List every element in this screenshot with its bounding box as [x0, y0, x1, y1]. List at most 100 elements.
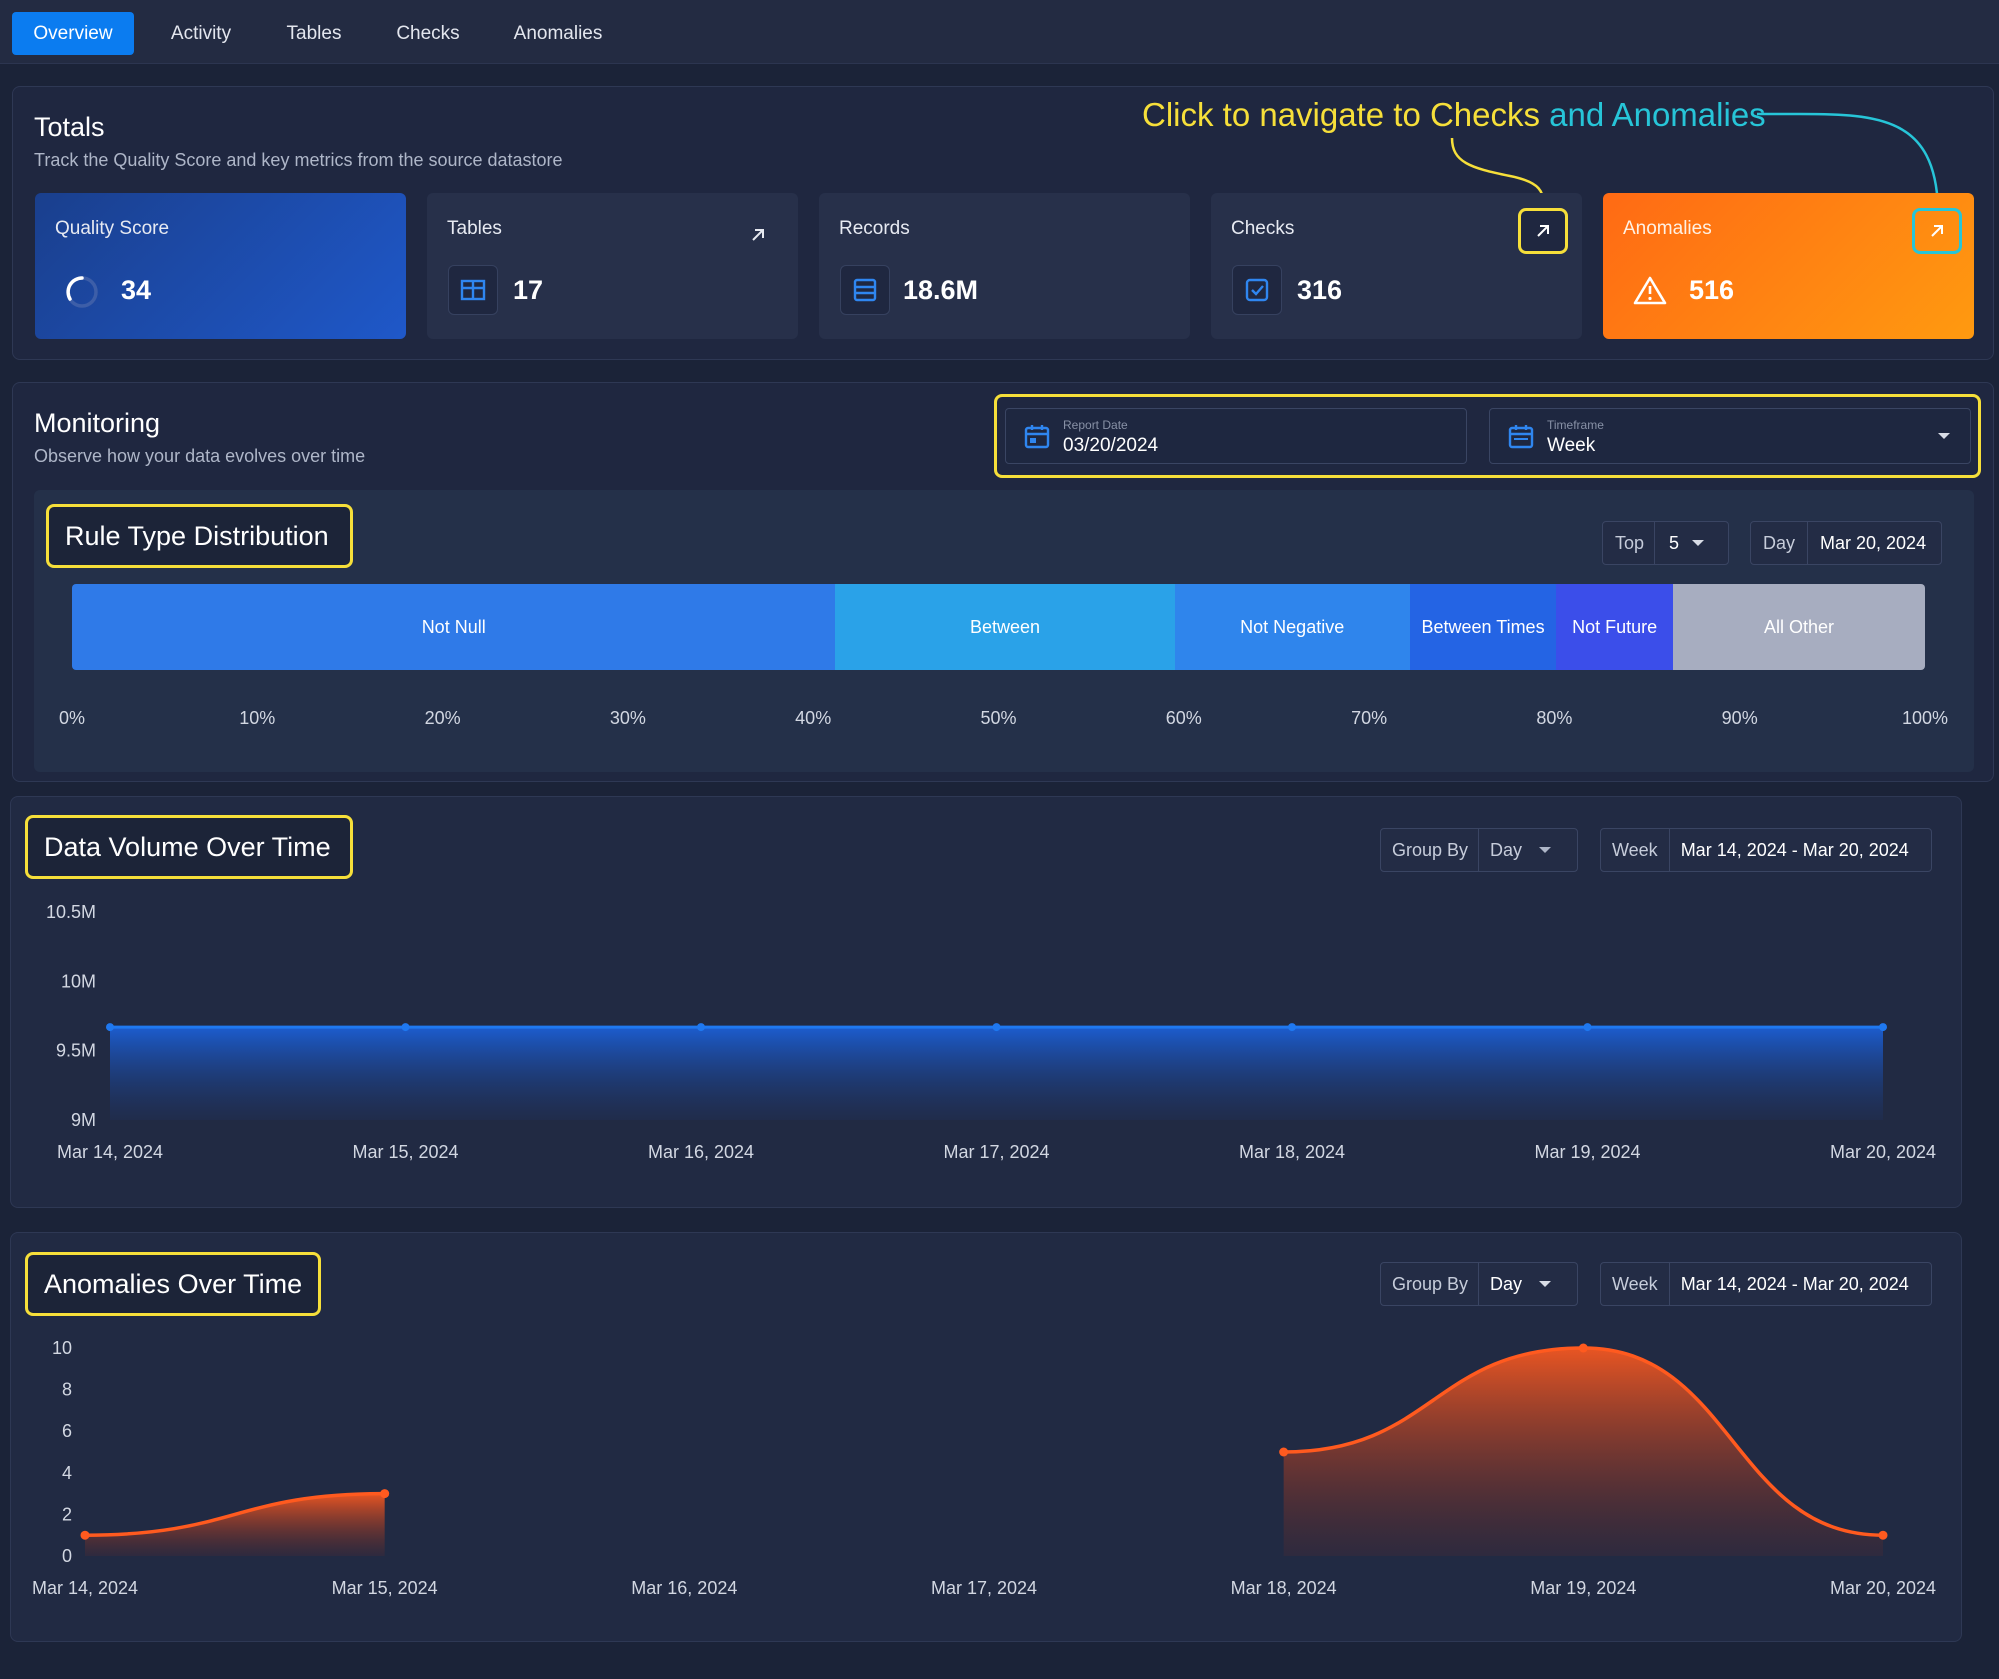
x-tick-label: Mar 15, 2024 [332, 1578, 438, 1598]
quality-score-value: 34 [121, 275, 151, 306]
y-tick-label: 9M [71, 1110, 96, 1130]
x-tick-label: 70% [1351, 708, 1387, 729]
volume-point[interactable] [402, 1023, 410, 1031]
caret-down-icon [1538, 846, 1552, 855]
anomaly-point[interactable] [81, 1531, 90, 1540]
timeframe-select[interactable]: Timeframe Week [1489, 408, 1971, 464]
anomalies-date-range[interactable]: Week Mar 14, 2024 - Mar 20, 2024 [1600, 1262, 1932, 1306]
checkbox-icon [1244, 277, 1270, 303]
volume-point[interactable] [106, 1023, 114, 1031]
anomaly-area [1284, 1348, 1883, 1556]
volume-group-by-select[interactable]: Group By Day [1380, 828, 1578, 872]
warning-icon [1633, 275, 1667, 305]
data-volume-chart: 10.5M10M9.5M9MMar 14, 2024 Mar 15, 2024 Ma… [0, 880, 1999, 1170]
segment-not-negative[interactable]: Not Negative [1175, 584, 1410, 670]
checks-value: 316 [1297, 275, 1342, 306]
checks-card[interactable]: Checks 316 [1211, 193, 1582, 339]
segment-between[interactable]: Between [835, 584, 1174, 670]
table-icon [460, 277, 486, 303]
x-tick-label: Mar 17, 2024 [931, 1578, 1037, 1598]
x-tick-label: Mar 16, 2024 [631, 1578, 737, 1598]
volume-group-by-value: Day [1479, 840, 1538, 861]
timeframe-value: Week [1547, 435, 1595, 457]
anomalies-open-link[interactable] [1912, 208, 1962, 254]
monitoring-subtitle: Observe how your data evolves over time [34, 446, 365, 467]
x-tick-label: Mar 19, 2024 [1530, 1578, 1636, 1598]
checks-open-link[interactable] [1518, 208, 1568, 254]
x-tick-label: Mar 14, 2024 [32, 1578, 138, 1598]
anomalies-card[interactable]: Anomalies 516 [1603, 193, 1974, 339]
x-tick-label: 80% [1536, 708, 1572, 729]
segment-all-other[interactable]: All Other [1673, 584, 1925, 670]
anomaly-point[interactable] [1879, 1531, 1888, 1540]
volume-period-value: Mar 14, 2024 - Mar 20, 2024 [1670, 840, 1920, 861]
anomaly-area [85, 1494, 385, 1556]
data-volume-title: Data Volume Over Time [25, 815, 353, 879]
volume-point[interactable] [1288, 1023, 1296, 1031]
anomalies-group-by-label: Group By [1381, 1274, 1478, 1295]
segment-between-times[interactable]: Between Times [1410, 584, 1556, 670]
report-date-value: 03/20/2024 [1063, 435, 1158, 457]
timeframe-label: Timeframe [1547, 418, 1604, 432]
anomalies-group-by-select[interactable]: Group By Day [1380, 1262, 1578, 1306]
top-n-label: Top [1603, 533, 1654, 554]
segment-not-future[interactable]: Not Future [1556, 584, 1673, 670]
database-icon-box [840, 265, 890, 315]
x-tick-label: 0% [59, 708, 85, 729]
table-icon-box [448, 265, 498, 315]
arrow-up-right-icon [1928, 222, 1946, 240]
top-n-select[interactable]: Top 5 [1602, 521, 1729, 565]
x-tick-label: Mar 20, 2024 [1830, 1142, 1936, 1162]
quality-score-label: Quality Score [55, 218, 169, 240]
database-icon [852, 277, 878, 303]
anomaly-point[interactable] [1279, 1448, 1288, 1457]
anomaly-point[interactable] [1579, 1344, 1588, 1353]
x-tick-label: 10% [239, 708, 275, 729]
volume-point[interactable] [1879, 1023, 1887, 1031]
x-tick-label: 20% [425, 708, 461, 729]
tables-open-link[interactable] [736, 213, 780, 257]
records-label: Records [839, 218, 910, 240]
anomalies-period-value: Mar 14, 2024 - Mar 20, 2024 [1670, 1274, 1920, 1295]
anomalies-time-chart: 1086420Mar 14, 2024 Mar 15, 2024 Mar 16, 2… [0, 1320, 1999, 1610]
volume-group-by-label: Group By [1381, 840, 1478, 861]
tables-card[interactable]: Tables 17 [427, 193, 798, 339]
volume-point[interactable] [1584, 1023, 1592, 1031]
volume-area [110, 1027, 1883, 1120]
x-tick-label: 40% [795, 708, 831, 729]
caret-down-icon [1538, 1280, 1552, 1289]
x-tick-label: Mar 18, 2024 [1231, 1578, 1337, 1598]
y-tick-label: 9.5M [56, 1041, 96, 1061]
progress-ring-icon [63, 273, 101, 311]
caret-down-icon [1936, 431, 1952, 441]
volume-point[interactable] [697, 1023, 705, 1031]
top-n-value: 5 [1655, 533, 1691, 554]
x-tick-label: Mar 20, 2024 [1830, 1578, 1936, 1598]
y-tick-label: 10 [52, 1338, 72, 1358]
x-tick-label: 90% [1722, 708, 1758, 729]
calendar-icon [1508, 423, 1534, 449]
rule-distribution-title: Rule Type Distribution [46, 504, 353, 568]
y-tick-label: 6 [62, 1421, 72, 1441]
segment-not-null[interactable]: Not Null [72, 584, 835, 670]
checks-label: Checks [1231, 218, 1294, 240]
records-value: 18.6M [903, 275, 978, 306]
x-tick-label: 100% [1902, 708, 1948, 729]
y-tick-label: 10M [61, 971, 96, 991]
calendar-icon [1024, 423, 1050, 449]
x-tick-label: Mar 17, 2024 [943, 1142, 1049, 1162]
anomaly-point[interactable] [380, 1489, 389, 1498]
volume-date-range[interactable]: Week Mar 14, 2024 - Mar 20, 2024 [1600, 828, 1932, 872]
records-card: Records 18.6M [819, 193, 1190, 339]
y-tick-label: 2 [62, 1504, 72, 1524]
rule-date-picker[interactable]: Day Mar 20, 2024 [1750, 521, 1942, 565]
tables-value: 17 [513, 275, 543, 306]
volume-point[interactable] [993, 1023, 1001, 1031]
x-tick-label: 30% [610, 708, 646, 729]
x-tick-label: Mar 19, 2024 [1534, 1142, 1640, 1162]
x-tick-label: Mar 16, 2024 [648, 1142, 754, 1162]
anomalies-time-title: Anomalies Over Time [25, 1252, 321, 1316]
anomalies-group-by-value: Day [1479, 1274, 1538, 1295]
y-tick-label: 4 [62, 1463, 72, 1483]
report-date-field[interactable]: Report Date 03/20/2024 [1005, 408, 1467, 464]
